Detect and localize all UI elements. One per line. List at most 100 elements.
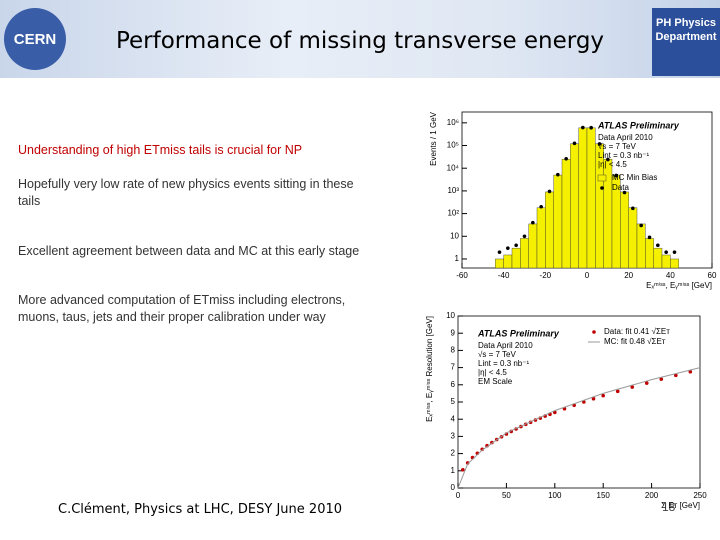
y-tick-label: 8 xyxy=(451,346,456,355)
chart-title: ATLAS Preliminary xyxy=(477,328,560,338)
chart-title: ATLAS Preliminary xyxy=(597,120,680,130)
y-tick-label: 3 xyxy=(451,432,456,441)
bar xyxy=(653,247,663,269)
data-point xyxy=(480,447,485,452)
annotation: √s = 7 TeV xyxy=(478,350,516,359)
data-point xyxy=(556,172,560,177)
x-axis-label: Σ Eᴛ [GeV] xyxy=(661,501,700,510)
data-point xyxy=(659,377,664,381)
annotation: EM Scale xyxy=(478,377,513,386)
data-point xyxy=(572,141,577,146)
bullet: Excellent agreement between data and MC … xyxy=(18,244,360,258)
data-point xyxy=(615,389,620,394)
legend-label: Data: fit 0.41 √ΣEᴛ xyxy=(604,327,670,336)
data-point xyxy=(531,220,535,225)
bar xyxy=(553,174,563,269)
y-tick-label: 6 xyxy=(451,380,456,389)
x-tick-label: -60 xyxy=(456,271,468,280)
y-axis-label: Eₓᵐⁱˢˢ, Eᵧᵐⁱˢˢ Resolution [GeV] xyxy=(425,316,434,422)
legend-swatch xyxy=(600,186,604,190)
data-point xyxy=(514,243,518,248)
x-tick-label: 0 xyxy=(456,491,461,500)
bar xyxy=(545,191,554,269)
x-tick-label: -20 xyxy=(540,271,552,280)
annotation: Data April 2010 xyxy=(478,341,533,350)
data-point xyxy=(564,156,568,161)
bar xyxy=(586,127,596,269)
legend-label: MC Min Bias xyxy=(612,173,657,182)
bar xyxy=(670,258,679,269)
data-point xyxy=(539,204,543,209)
y-tick-label: 4 xyxy=(451,414,456,423)
annotation: |η| < 4.5 xyxy=(598,160,627,169)
data-point xyxy=(606,157,610,162)
x-tick-label: 60 xyxy=(708,271,717,280)
y-tick-label: 7 xyxy=(451,363,456,372)
data-point xyxy=(601,393,605,398)
y-tick-label: 0 xyxy=(451,483,456,492)
x-tick-label: 150 xyxy=(597,491,611,500)
y-tick-label: 2 xyxy=(451,449,456,458)
data-point xyxy=(630,385,635,389)
y-axis-label: Events / 1 GeV xyxy=(429,111,438,165)
bar xyxy=(578,127,588,269)
bar xyxy=(503,254,513,269)
bar xyxy=(661,254,671,269)
y-tick-label: 10³ xyxy=(447,186,459,195)
bar xyxy=(636,223,646,269)
data-point xyxy=(656,243,660,248)
x-tick-label: 0 xyxy=(585,271,590,280)
bar xyxy=(520,238,529,269)
logo: CERN xyxy=(4,8,66,70)
bullet: More advanced computation of ETmiss incl… xyxy=(18,293,346,324)
bar xyxy=(628,207,638,269)
slide-title: Performance of missing transverse energy xyxy=(115,28,605,54)
bar xyxy=(511,247,521,269)
data-point xyxy=(597,142,602,146)
department-badge: PH Physics Department xyxy=(652,8,720,76)
y-tick-label: 1 xyxy=(455,254,460,263)
data-point xyxy=(631,206,635,211)
data-point xyxy=(497,250,502,254)
data-point xyxy=(614,173,618,178)
y-tick-label: 1 xyxy=(451,466,456,475)
page-number: 18 xyxy=(662,500,676,514)
data-point xyxy=(581,125,585,130)
data-point xyxy=(674,373,678,378)
data-point xyxy=(506,246,510,250)
x-tick-label: 40 xyxy=(666,271,675,280)
annotation: Data April 2010 xyxy=(598,133,653,142)
legend-label: MC: fit 0.48 √ΣEᴛ xyxy=(604,337,666,346)
data-point xyxy=(622,190,627,195)
data-point xyxy=(672,250,677,254)
x-tick-label: -40 xyxy=(498,271,510,280)
x-tick-label: 20 xyxy=(624,271,633,280)
y-tick-label: 9 xyxy=(451,328,456,337)
data-point xyxy=(664,250,668,254)
annotation: √s = 7 TeV xyxy=(598,142,636,151)
legend-swatch xyxy=(597,174,607,182)
data-point xyxy=(589,125,593,130)
bullet: Hopefully very low rate of new physics e… xyxy=(18,177,354,208)
y-tick-label: 5 xyxy=(451,397,456,406)
data-point xyxy=(644,381,649,385)
footer: C.Clément, Physics at LHC, DESY June 201… xyxy=(58,502,343,517)
bar xyxy=(645,238,654,269)
legend-label: Data xyxy=(612,183,629,192)
header-band xyxy=(0,0,720,78)
x-axis-label: Eₓᵐⁱˢˢ, Eᵧᵐⁱˢˢ [GeV] xyxy=(646,281,712,290)
bar xyxy=(561,158,571,269)
bar xyxy=(495,258,504,269)
bar xyxy=(570,143,579,269)
data-point xyxy=(461,467,465,472)
y-tick-label: 10² xyxy=(447,209,459,218)
data-point xyxy=(465,461,470,465)
data-point xyxy=(547,189,552,194)
x-tick-label: 200 xyxy=(645,491,659,500)
data-point xyxy=(647,235,652,240)
data-point xyxy=(639,223,643,228)
bar xyxy=(528,223,538,269)
bar xyxy=(536,207,546,269)
